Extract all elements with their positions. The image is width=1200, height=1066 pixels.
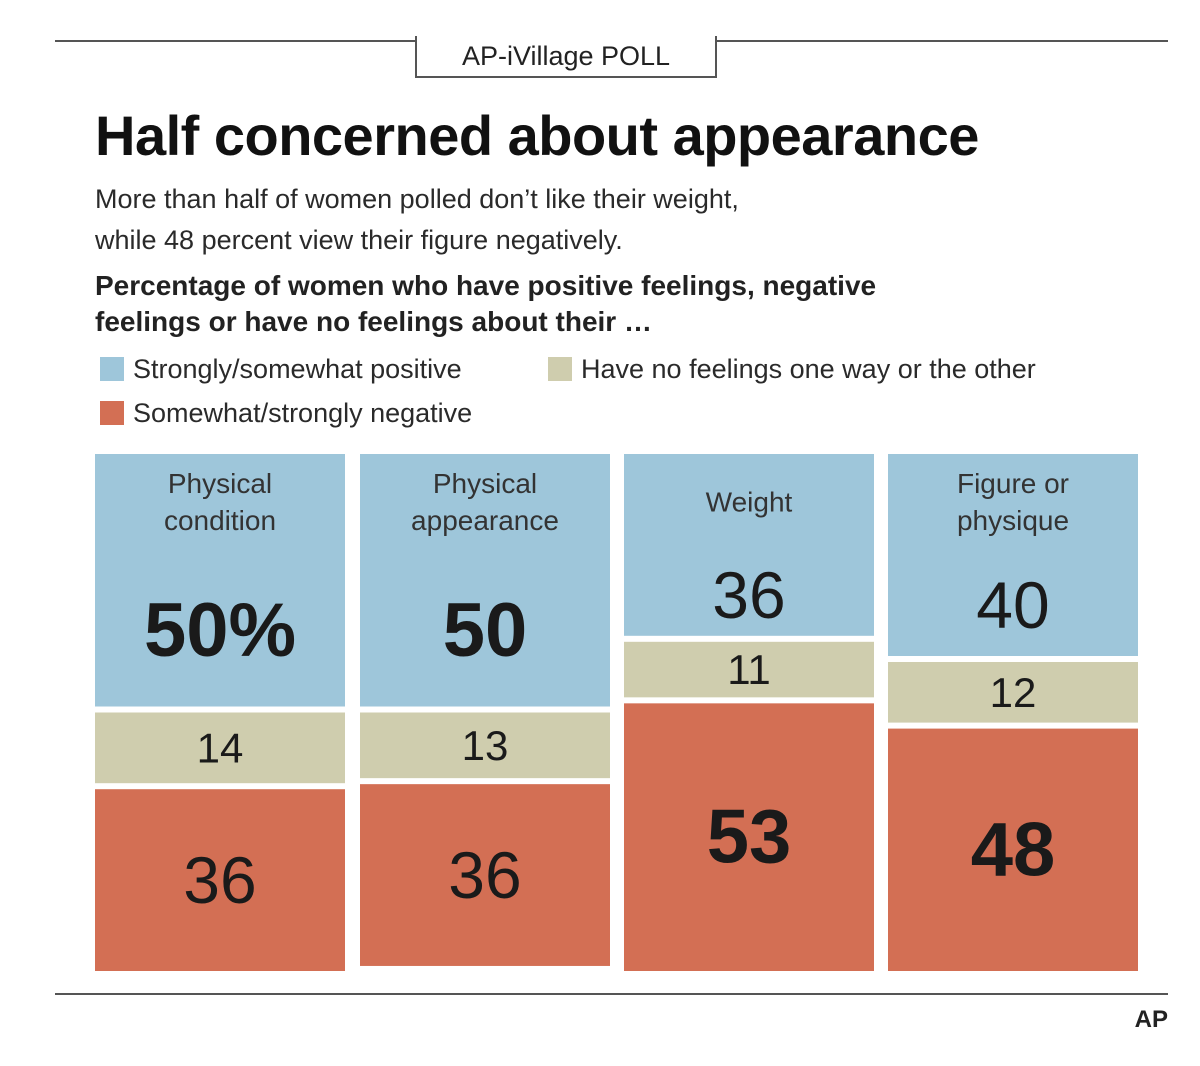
category-label-physical-condition-line-1: Physical <box>168 468 272 499</box>
bar-segment-physical-condition-negative <box>95 789 345 971</box>
data-label-physical-appearance-negative: 36 <box>448 838 521 912</box>
data-label-weight-neutral: 11 <box>727 646 771 693</box>
data-label-physical-condition-negative: 36 <box>183 843 256 917</box>
legend-label-neutral: Have no feelings one way or the other <box>581 354 1036 384</box>
data-label-weight-negative: 53 <box>707 795 792 880</box>
bar-segment-physical-condition-neutral <box>95 712 345 784</box>
category-label-physical-appearance-line-2: appearance <box>411 505 559 536</box>
bar-segment-figure-or-physique-neutral <box>888 662 1138 723</box>
chart-subtitle: More than half of women polled don’t lik… <box>95 179 1095 261</box>
data-label-weight-positive: 36 <box>712 558 785 632</box>
bar-segment-weight-neutral <box>624 641 874 698</box>
bar-segment-weight-positive <box>624 454 874 636</box>
data-label-figure-or-physique-positive: 40 <box>976 568 1049 642</box>
subtitle-line-2: while 48 percent view their figure negat… <box>95 225 623 255</box>
bar-segment-physical-condition-positive <box>95 454 345 707</box>
data-label-physical-condition-positive: 50% <box>144 588 296 673</box>
legend-swatch-neutral <box>548 357 572 381</box>
subtitle-line-1: More than half of women polled don’t lik… <box>95 184 739 214</box>
category-label-weight-line-1: Weight <box>706 486 793 517</box>
category-label-physical-condition-line-2: condition <box>164 505 276 536</box>
chart-heading-line-2: feelings or have no feelings about their… <box>95 306 652 337</box>
data-label-physical-condition-neutral: 14 <box>197 724 244 771</box>
data-label-figure-or-physique-neutral: 12 <box>990 669 1037 716</box>
data-label-figure-or-physique-negative: 48 <box>971 807 1056 892</box>
category-label-physical-appearance-line-1: Physical <box>433 468 537 499</box>
bar-segment-weight-negative <box>624 703 874 971</box>
bar-segment-physical-appearance-neutral <box>360 712 610 779</box>
bar-segment-figure-or-physique-positive <box>888 454 1138 656</box>
category-label-figure-or-physique-line-1: Figure or <box>957 468 1069 499</box>
legend-swatch-positive <box>100 357 124 381</box>
bar-segment-physical-appearance-negative <box>360 784 610 966</box>
bar-segment-physical-appearance-positive <box>360 454 610 707</box>
legend-label-negative: Somewhat/strongly negative <box>133 398 473 428</box>
chart-heading-line-1: Percentage of women who have positive fe… <box>95 270 877 301</box>
poll-kicker: AP-iVillage POLL <box>415 36 717 78</box>
legend-label-positive: Strongly/somewhat positive <box>133 354 462 384</box>
chart-heading: Percentage of women who have positive fe… <box>95 268 1115 340</box>
source-credit: AP <box>1134 1006 1168 1033</box>
category-label-figure-or-physique-line-2: physique <box>957 505 1069 536</box>
data-label-physical-appearance-neutral: 13 <box>462 722 509 769</box>
bottom-rule <box>55 993 1168 995</box>
legend-swatch-negative <box>100 401 124 425</box>
chart-title: Half concerned about appearance <box>95 104 979 167</box>
bar-segment-figure-or-physique-negative <box>888 728 1138 971</box>
data-label-physical-appearance-positive: 50 <box>443 588 528 673</box>
